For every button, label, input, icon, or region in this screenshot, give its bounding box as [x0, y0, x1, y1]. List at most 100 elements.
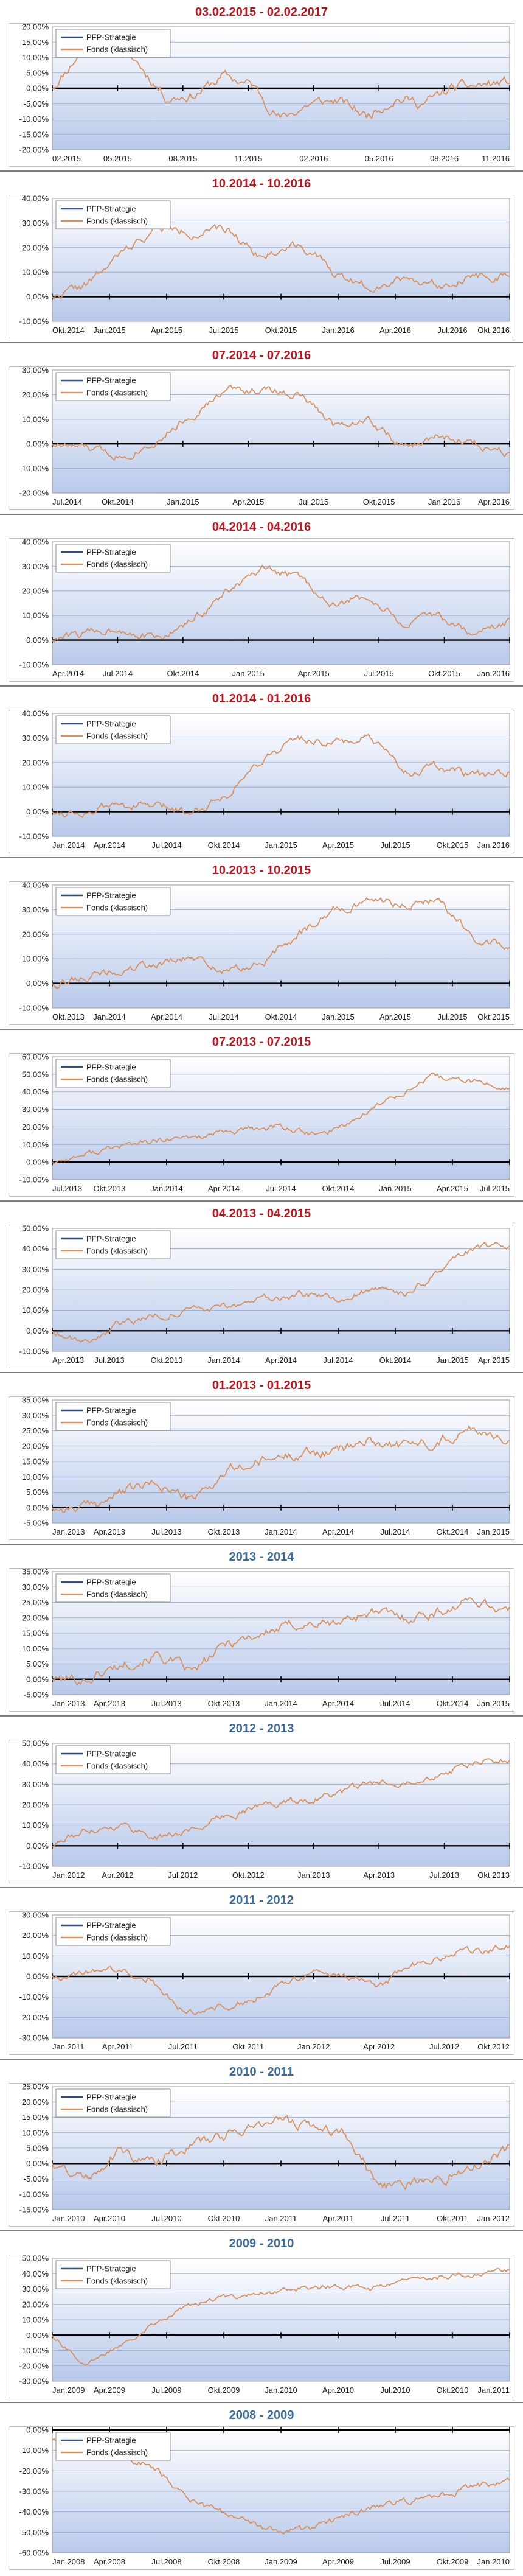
x-tick-label: Apr.2015 [232, 497, 264, 506]
y-tick-label: 15,00% [22, 1629, 49, 1638]
x-tick-label: Okt.2012 [232, 1871, 265, 1880]
y-tick-label: 20,00% [22, 586, 49, 595]
x-tick-label: Jul.2015 [209, 326, 238, 335]
y-tick-label: 25,00% [22, 1426, 49, 1435]
x-tick-label: Jul.2014 [380, 1699, 410, 1708]
y-tick-label: -30,00% [19, 2487, 49, 2496]
legend: PFP-Strategie Fonds (klassisch) [55, 1402, 171, 1431]
legend-fund-label: Fonds (klassisch) [86, 903, 148, 912]
y-tick-label: 20,00% [22, 23, 49, 32]
y-tick-label: 10,00% [22, 1821, 49, 1830]
y-tick-label: 50,00% [22, 1740, 49, 1748]
chart-title: 2009 - 2010 [229, 2237, 294, 2250]
panel-divider [0, 1200, 523, 1202]
legend-box [55, 887, 171, 916]
legend-strategy-label: PFP-Strategie [86, 1234, 136, 1244]
y-tick-label: 30,00% [22, 1583, 49, 1592]
panel-divider [0, 685, 523, 687]
y-tick-label: 40,00% [22, 1759, 49, 1768]
y-tick-label: 10,00% [22, 415, 49, 424]
x-tick-label: Jul.2009 [151, 2385, 181, 2395]
chart-panel: 03.02.2015 - 02.02.2017 20,00% 15,00% 10,00… [0, 0, 523, 172]
x-tick-label: Jan.2015 [232, 669, 265, 678]
x-tick-label: Jul.2015 [380, 841, 410, 850]
y-tick-label: -5,00% [24, 99, 49, 108]
x-tick-label: Apr.2015 [298, 669, 330, 678]
line-chart: 50,00% 40,00% 30,00% 20,00% 10,00% 0,00% -10,0… [19, 1740, 510, 1880]
y-tick-label: -10,00% [19, 660, 49, 670]
y-tick-label: 15,00% [22, 38, 49, 47]
x-tick-label: Jan.2011 [265, 2214, 297, 2223]
chart-panel: 2010 - 2011 25,00% 20,00% 15,00% 10,00% 5,00%… [0, 2060, 523, 2231]
fund-series-line [52, 223, 510, 300]
x-tick-label: Okt.2014 [102, 497, 134, 506]
x-tick-label: Apr.2014 [322, 1699, 354, 1708]
x-tick-label: Jan.2015 [93, 326, 126, 335]
y-tick-label: 10,00% [22, 1472, 49, 1482]
legend-fund-label: Fonds (klassisch) [86, 2105, 148, 2114]
line-chart: 50,00% 40,00% 30,00% 20,00% 10,00% 0,00% -10,0… [19, 1225, 510, 1365]
y-tick-label: 40,00% [22, 538, 49, 547]
panel-divider [0, 1372, 523, 1373]
panel-divider [0, 1887, 523, 1888]
legend-fund-label: Fonds (klassisch) [86, 388, 148, 397]
x-tick-label: Apr.2008 [94, 2557, 125, 2566]
x-tick-label: Jul.2009 [380, 2557, 410, 2566]
x-tick-label: Jul.2013 [94, 1356, 124, 1365]
x-tick-label: 05.2015 [103, 154, 132, 163]
line-chart: 40,00%30,00%20,00%10,00%0,00%-10,00%Apr.… [19, 538, 510, 678]
x-tick-label: Jan.2010 [52, 2214, 85, 2223]
chart-title: 07.2014 - 07.2016 [212, 349, 311, 362]
chart-title: 2008 - 2009 [229, 2409, 294, 2422]
legend: PFP-Strategie Fonds (klassisch) [55, 2432, 171, 2461]
y-tick-label: 40,00% [22, 2269, 49, 2278]
x-tick-label: Okt.2015 [477, 1012, 510, 1021]
x-tick-label: Okt.2014 [265, 1012, 297, 1021]
line-chart: 20,00% 15,00% 10,00% 5,00% 0,00% -5,00% -10,00… [19, 23, 510, 163]
legend-box [55, 2088, 171, 2118]
y-tick-label: -10,00% [19, 464, 49, 473]
y-tick-label: -10,00% [19, 2189, 49, 2199]
legend-strategy-label: PFP-Strategie [86, 1578, 136, 1587]
legend-box [55, 1402, 171, 1431]
y-tick-label: 10,00% [22, 1140, 49, 1149]
x-tick-label: Jan.2015 [322, 1012, 355, 1021]
y-tick-label: -5,00% [24, 1519, 49, 1528]
chart-panel: 04.2014 - 04.2016 40,00% 30,00% 20,00% 10,00… [0, 515, 523, 687]
legend-box [55, 1059, 171, 1088]
x-tick-label: Jan.2016 [477, 669, 510, 678]
panel-divider [0, 857, 523, 858]
x-tick-label: Jan.2014 [265, 1527, 297, 1536]
chart-title: 2010 - 2011 [229, 2065, 294, 2079]
y-tick-label: -5,00% [24, 2174, 49, 2183]
panel-divider [0, 2059, 523, 2060]
x-tick-label: Jan.2011 [52, 2042, 85, 2051]
fund-series-line [52, 1944, 510, 2016]
legend: PFP-Strategie Fonds (klassisch) [55, 1745, 171, 1774]
chart-panel: 2013 - 2014 35,00% 30,00% 25,00% 20,00% 15,00… [0, 1545, 523, 1717]
y-tick-label: 5,00% [26, 1488, 49, 1497]
legend-fund-label: Fonds (klassisch) [86, 1762, 148, 1771]
y-tick-label: -30,00% [19, 2377, 49, 2386]
panel-divider [0, 2230, 523, 2231]
y-tick-label: 30,00% [22, 2284, 49, 2294]
y-tick-label: -40,00% [19, 2507, 49, 2516]
y-tick-label: -5,00% [24, 1690, 49, 1699]
y-tick-label: -10,00% [19, 2346, 49, 2355]
x-tick-label: 02.2015 [52, 154, 81, 163]
y-tick-label: -20,00% [19, 2466, 49, 2476]
y-tick-label: 15,00% [22, 1457, 49, 1466]
x-tick-label: Okt.2014 [208, 841, 240, 850]
fund-series-line [52, 2115, 510, 2191]
legend: PFP-Strategie Fonds (klassisch) [55, 715, 171, 744]
line-chart: 50,00% 40,00% 30,00% 20,00% 10,00% 0,00% -10,0… [19, 2255, 510, 2395]
x-tick-label: Okt.2015 [265, 326, 297, 335]
x-tick-label: Apr.2011 [102, 2042, 133, 2051]
legend: PFP-Strategie Fonds (klassisch) [55, 2088, 171, 2118]
x-tick-label: Apr.2011 [322, 2214, 353, 2223]
chart-panel: 07.2013 - 07.2015 60,00% 50,00% 40,00% 30,00… [0, 1030, 523, 1202]
legend-strategy-label: PFP-Strategie [86, 205, 136, 214]
x-tick-label: Jan.2014 [207, 1356, 240, 1365]
x-tick-label: Okt.2015 [363, 497, 395, 506]
x-tick-label: Apr.2015 [437, 1184, 468, 1193]
